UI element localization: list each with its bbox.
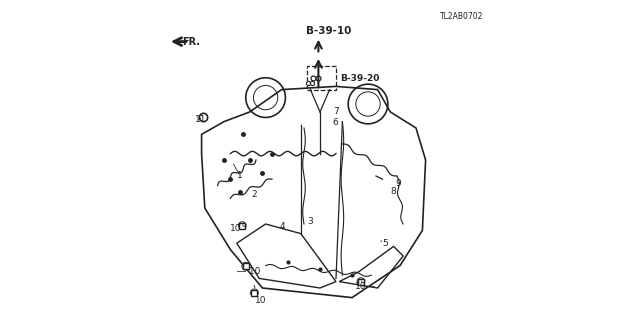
Text: 3: 3 [307, 217, 313, 226]
Text: 10―: 10― [355, 282, 376, 291]
Text: 10: 10 [255, 296, 267, 305]
Text: B-39-10: B-39-10 [306, 26, 351, 36]
Text: FR.: FR. [182, 37, 200, 47]
Text: 2: 2 [251, 190, 257, 199]
Text: 8: 8 [390, 187, 396, 196]
Text: 9: 9 [396, 179, 401, 188]
Text: 7: 7 [333, 107, 339, 116]
Text: 10: 10 [230, 224, 241, 233]
Text: ― 10: ― 10 [237, 267, 260, 276]
Text: 4: 4 [280, 222, 285, 231]
Text: 11: 11 [195, 115, 206, 124]
Text: 5: 5 [383, 239, 388, 248]
Text: 1: 1 [237, 171, 243, 180]
Text: B-39-20: B-39-20 [340, 74, 380, 83]
Text: TL2AB0702: TL2AB0702 [440, 12, 483, 21]
Text: 6: 6 [333, 118, 339, 127]
